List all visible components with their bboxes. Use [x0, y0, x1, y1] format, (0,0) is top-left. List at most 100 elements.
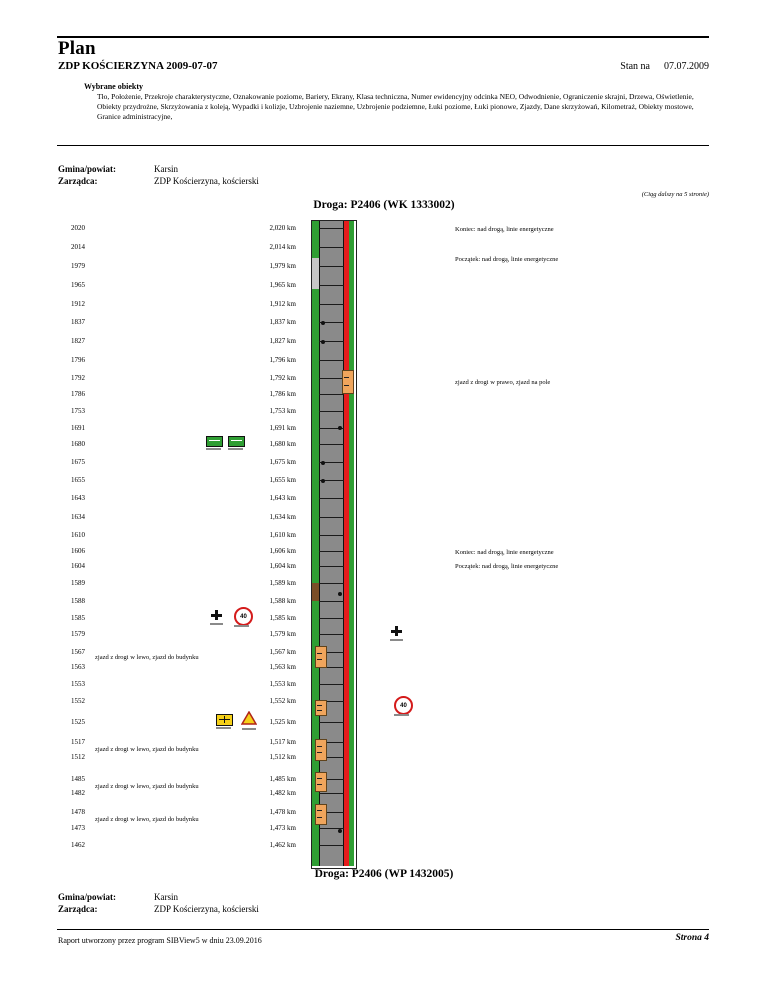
km-tick — [319, 266, 344, 267]
sign-caption — [234, 625, 249, 627]
sign-caption — [210, 623, 223, 625]
km-id: 1643 — [71, 494, 85, 502]
km-tick — [319, 517, 344, 518]
km-id: 1553 — [71, 680, 85, 688]
objects-list: Tło, Położenie, Przekroje charakterystyc… — [97, 92, 694, 121]
km-label: 1,606 km — [269, 547, 296, 555]
km-label: 1,610 km — [269, 531, 296, 539]
km-label: 1,585 km — [269, 614, 296, 622]
stan-label: Stan na — [620, 61, 650, 72]
driveway-marker — [315, 646, 327, 668]
tree-icon — [338, 592, 342, 596]
tree-icon — [321, 340, 325, 344]
km-label: 1,796 km — [269, 356, 296, 364]
driveway-marker — [315, 772, 327, 792]
annotation-left: zjazd z drogi w lewo, zjazd do budynku — [95, 654, 199, 661]
header-divider — [57, 36, 709, 38]
annotation-right: Koniec: nad drogą, linie energetyczne — [455, 549, 554, 556]
road-strip-outline — [311, 220, 357, 869]
left-verge-segment — [312, 221, 319, 258]
km-tick — [319, 583, 344, 584]
annotation-right: Początek: nad drogą, linie energetyczne — [455, 256, 559, 263]
km-id: 1965 — [71, 281, 85, 289]
yellow-plate-sign — [216, 714, 233, 726]
km-label: 1,979 km — [269, 262, 296, 270]
km-label: 1,473 km — [269, 824, 296, 832]
km-id: 1655 — [71, 476, 85, 484]
km-id: 1563 — [71, 663, 85, 671]
footer-note: Raport utworzony przez program SIBView5 … — [58, 936, 262, 945]
km-tick — [319, 462, 344, 463]
km-label: 1,655 km — [269, 476, 296, 484]
km-tick — [319, 394, 344, 395]
km-id: 1792 — [71, 374, 85, 382]
km-label: 1,567 km — [269, 648, 296, 656]
left-verge-segment — [312, 289, 319, 583]
km-id: 2014 — [71, 243, 85, 251]
km-id: 1753 — [71, 407, 85, 415]
sign-caption — [216, 727, 231, 729]
junction-icon — [211, 610, 222, 620]
km-id: 1585 — [71, 614, 85, 622]
tree-icon — [338, 426, 342, 430]
speed-limit-sign: 40 — [234, 607, 253, 626]
km-id: 1604 — [71, 562, 85, 570]
km-id: 1462 — [71, 841, 85, 849]
km-id: 1606 — [71, 547, 85, 555]
road-surface — [319, 221, 344, 866]
km-label: 1,643 km — [269, 494, 296, 502]
warning-triangle-sign — [240, 710, 258, 725]
km-id: 2020 — [71, 224, 85, 232]
driveway-marker — [315, 804, 327, 825]
km-label: 1,634 km — [269, 513, 296, 521]
km-tick — [319, 793, 344, 794]
left-verge-segment — [312, 583, 319, 601]
km-label: 1,553 km — [269, 680, 296, 688]
km-tick — [319, 285, 344, 286]
km-id: 1478 — [71, 808, 85, 816]
km-id: 1634 — [71, 513, 85, 521]
km-id: 1579 — [71, 630, 85, 638]
km-tick — [319, 566, 344, 567]
km-tick — [319, 535, 344, 536]
road-title-top: Droga: P2406 (WK 1333002) — [313, 199, 455, 211]
stan-date: 07.07.2009 — [664, 61, 709, 72]
gmina-value-bottom: Karsin — [154, 892, 178, 902]
km-tick — [319, 498, 344, 499]
km-tick — [319, 551, 344, 552]
zarzadca-value-top: ZDP Kościerzyna, kościerski — [154, 176, 259, 186]
km-tick — [319, 341, 344, 342]
km-label: 1,512 km — [269, 753, 296, 761]
left-verge-segment — [312, 601, 319, 866]
driveway-marker — [315, 700, 327, 716]
km-id: 1837 — [71, 318, 85, 326]
km-id: 1979 — [71, 262, 85, 270]
km-id: 1473 — [71, 824, 85, 832]
km-tick — [319, 601, 344, 602]
km-label: 1,485 km — [269, 775, 296, 783]
km-tick — [319, 701, 344, 702]
sign-caption — [394, 714, 409, 716]
page-number: Strona 4 — [675, 933, 709, 943]
km-id: 1691 — [71, 424, 85, 432]
km-id: 1485 — [71, 775, 85, 783]
km-tick — [319, 742, 344, 743]
km-id: 1482 — [71, 789, 85, 797]
km-label: 1,589 km — [269, 579, 296, 587]
footer-divider — [57, 929, 709, 930]
km-label: 1,827 km — [269, 337, 296, 345]
zarzadca-label-bottom: Zarządca: — [58, 904, 98, 914]
km-label: 1,675 km — [269, 458, 296, 466]
km-label: 1,786 km — [269, 390, 296, 398]
driveway-marker — [342, 370, 354, 394]
km-label: 1,517 km — [269, 738, 296, 746]
km-id: 1796 — [71, 356, 85, 364]
annotation-left: zjazd z drogi w lewo, zjazd do budynku — [95, 783, 199, 790]
km-tick — [319, 845, 344, 846]
sign-caption — [390, 639, 403, 641]
km-label: 1,478 km — [269, 808, 296, 816]
km-label: 1,792 km — [269, 374, 296, 382]
gmina-value-top: Karsin — [154, 164, 178, 174]
km-tick — [319, 684, 344, 685]
